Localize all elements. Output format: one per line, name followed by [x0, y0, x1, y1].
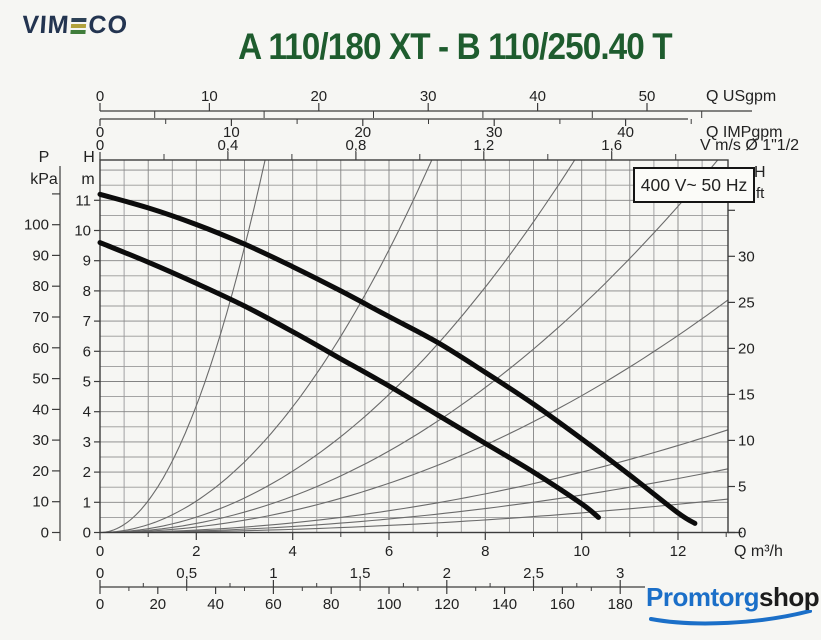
svg-text:Q IMPgpm: Q IMPgpm: [706, 124, 782, 141]
svg-text:kPa: kPa: [30, 171, 58, 188]
svg-text:0: 0: [96, 565, 104, 582]
svg-text:30: 30: [32, 432, 49, 449]
svg-text:1,5: 1,5: [350, 565, 371, 582]
watermark-logo: Promtorgshop: [646, 582, 820, 612]
svg-text:0: 0: [41, 525, 49, 542]
svg-text:4: 4: [289, 543, 297, 560]
svg-text:9: 9: [83, 253, 91, 270]
svg-text:400 V~ 50 Hz: 400 V~ 50 Hz: [641, 175, 748, 195]
svg-text:80: 80: [323, 596, 340, 613]
svg-text:5: 5: [83, 374, 91, 391]
svg-text:120: 120: [434, 596, 459, 613]
right-axis: 0 5 10 15 20 25 30 Hft: [728, 164, 766, 542]
svg-text:3: 3: [83, 434, 91, 451]
svg-text:50: 50: [639, 88, 656, 105]
svg-text:10: 10: [223, 124, 240, 141]
svg-text:ft: ft: [756, 185, 765, 202]
svg-text:12: 12: [670, 543, 687, 560]
svg-text:7: 7: [83, 313, 91, 330]
svg-text:Q m³/h: Q m³/h: [734, 543, 783, 560]
svg-text:0,5: 0,5: [176, 565, 197, 582]
svg-text:40: 40: [32, 401, 49, 418]
grid: [100, 160, 728, 533]
bottom-axes: 0 2 4 6 8 10 12 Q m³/h 0 0,5 1 1,5 2 2,5 3 0 20 40 60 80 100…: [96, 532, 783, 613]
svg-text:H: H: [83, 149, 95, 166]
svg-text:1,6: 1,6: [601, 137, 622, 154]
svg-text:90: 90: [32, 247, 49, 264]
system-curves: [99, 159, 729, 534]
svg-text:60: 60: [265, 596, 282, 613]
svg-text:2: 2: [443, 565, 451, 582]
svg-text:0: 0: [96, 543, 104, 560]
svg-text:100: 100: [376, 596, 401, 613]
svg-text:40: 40: [207, 596, 224, 613]
page-title: A 110/180 XT - B 110/250.40 T: [110, 26, 800, 68]
svg-text:100: 100: [24, 217, 49, 234]
svg-text:0: 0: [83, 525, 91, 542]
svg-text:40: 40: [529, 88, 546, 105]
svg-text:1: 1: [83, 494, 91, 511]
svg-text:10: 10: [201, 88, 218, 105]
svg-text:6: 6: [385, 543, 393, 560]
svg-text:70: 70: [32, 309, 49, 326]
svg-text:0: 0: [96, 596, 104, 613]
svg-text:30: 30: [486, 124, 503, 141]
svg-text:10: 10: [738, 432, 755, 449]
svg-text:60: 60: [32, 340, 49, 357]
svg-text:0,4: 0,4: [217, 137, 238, 154]
watermark-swoosh-icon: [649, 610, 812, 626]
page-title-text: A 110/180 XT - B 110/250.40 T: [238, 26, 673, 67]
svg-text:30: 30: [738, 248, 755, 265]
pump-curve-low: [97, 240, 601, 520]
svg-text:20: 20: [149, 596, 166, 613]
pump-curve-high: [97, 191, 698, 526]
svg-text:160: 160: [550, 596, 575, 613]
svg-text:0,8: 0,8: [345, 137, 366, 154]
svg-text:180: 180: [608, 596, 633, 613]
svg-text:8: 8: [83, 283, 91, 300]
svg-text:20: 20: [32, 463, 49, 480]
svg-text:80: 80: [32, 278, 49, 295]
svg-text:3: 3: [616, 565, 624, 582]
voltage-badge: 400 V~ 50 Hz: [633, 167, 755, 203]
svg-text:2,5: 2,5: [523, 565, 544, 582]
svg-text:0: 0: [96, 88, 104, 105]
svg-text:20: 20: [310, 88, 327, 105]
svg-text:20: 20: [354, 124, 371, 141]
svg-text:m: m: [81, 171, 94, 188]
svg-text:V m/s Ø 1"1/2: V m/s Ø 1"1/2: [700, 137, 799, 154]
watermark-part2: shop: [759, 582, 820, 612]
svg-text:25: 25: [738, 294, 755, 311]
svg-text:40: 40: [617, 124, 634, 141]
svg-text:4: 4: [83, 404, 91, 421]
svg-text:50: 50: [32, 371, 49, 388]
svg-text:5: 5: [738, 479, 746, 496]
watermark-part1: Promtorg: [646, 582, 760, 612]
svg-text:10: 10: [74, 223, 91, 240]
svg-text:H: H: [754, 164, 766, 181]
svg-text:11: 11: [75, 192, 91, 209]
pump-curves: [97, 191, 698, 526]
svg-text:8: 8: [481, 543, 489, 560]
svg-text:1: 1: [269, 565, 277, 582]
svg-text:2: 2: [83, 464, 91, 481]
svg-text:20: 20: [738, 340, 755, 357]
svg-text:0: 0: [96, 137, 104, 154]
svg-text:Q USgpm: Q USgpm: [706, 88, 776, 105]
svg-text:2: 2: [192, 543, 200, 560]
svg-text:10: 10: [573, 543, 590, 560]
svg-text:15: 15: [738, 386, 755, 403]
svg-text:6: 6: [83, 343, 91, 360]
svg-text:140: 140: [492, 596, 517, 613]
top-axes: 0 10 20 30 40 50 Q USgpm 0 10 20 30 40 Q IMPgpm 0 0,4 0…: [96, 88, 799, 160]
svg-text:0: 0: [96, 124, 104, 141]
svg-text:0: 0: [738, 525, 746, 542]
svg-text:P: P: [39, 149, 50, 166]
svg-text:10: 10: [32, 494, 49, 511]
svg-text:1,2: 1,2: [473, 137, 494, 154]
svg-text:30: 30: [420, 88, 437, 105]
